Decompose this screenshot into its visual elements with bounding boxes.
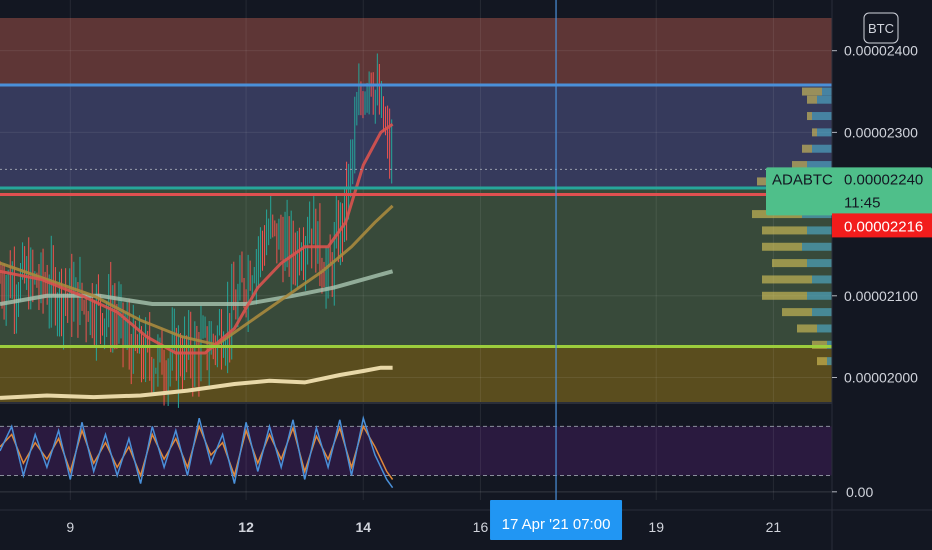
osc-y-tick-label-0: 0.00 — [846, 484, 873, 500]
y-tick-label-3: 0.00002000 — [844, 369, 918, 385]
volume-profile-buy-4 — [802, 144, 812, 153]
volume-profile-sell-1 — [817, 95, 832, 104]
volume-profile-buy-5 — [792, 161, 807, 170]
quote-currency-label: BTC — [868, 21, 894, 36]
x-tick-label-4: 19 — [648, 519, 664, 535]
last-price-tag — [766, 167, 932, 216]
volume-profile-sell-3 — [817, 128, 832, 137]
volume-profile-sell-12 — [812, 275, 832, 284]
volume-profile-sell-4 — [812, 144, 832, 153]
volume-profile-sell-13 — [807, 291, 832, 300]
volume-profile-buy-17 — [817, 357, 827, 366]
volume-profile-sell-2 — [812, 112, 832, 121]
volume-profile-buy-11 — [772, 259, 807, 268]
volume-profile-sell-17 — [827, 357, 832, 366]
volume-profile-buy-1 — [807, 95, 817, 104]
y-tick-label-1: 0.00002300 — [844, 124, 918, 140]
countdown-label: 11:45 — [844, 194, 880, 211]
last-price-label: 0.00002240 — [844, 171, 923, 188]
volume-profile-buy-15 — [797, 324, 817, 333]
x-tick-label-3: 16 — [473, 519, 489, 535]
ma-slow-line — [0, 269, 394, 306]
x-tick-label-0: 9 — [66, 519, 74, 535]
price-zone-0 — [0, 18, 832, 85]
volume-profile-sell-9 — [807, 226, 832, 235]
price-zone-3 — [0, 346, 832, 402]
volume-profile-sell-10 — [802, 242, 832, 251]
price-axis-background — [832, 0, 932, 550]
volume-profile-sell-11 — [807, 259, 832, 268]
volume-profile-sell-0 — [822, 87, 832, 96]
alert-price-tag — [832, 213, 932, 238]
volume-profile-buy-12 — [762, 275, 812, 284]
x-tick-label-1: 12 — [238, 519, 254, 535]
x-tick-label-5: 21 — [766, 519, 782, 535]
volume-profile-buy-13 — [762, 291, 807, 300]
oscillator-band — [0, 426, 832, 476]
y-tick-label-2: 0.00002100 — [844, 288, 918, 304]
y-tick-label-0: 0.00002400 — [844, 43, 918, 59]
volume-profile-buy-2 — [807, 112, 812, 121]
volume-profile-buy-14 — [782, 308, 812, 317]
ma-mid-line — [0, 204, 394, 347]
volume-profile-buy-0 — [802, 87, 822, 96]
ma-low-line — [0, 365, 393, 400]
crosshair-date-label-bg — [490, 500, 623, 540]
volume-profile-buy-16 — [812, 340, 827, 349]
quote-currency-badge — [863, 12, 899, 44]
crosshair-date-label: 17 Apr '21 07:00 — [502, 516, 611, 533]
volume-profile-sell-14 — [812, 308, 832, 317]
x-tick-label-2: 14 — [355, 519, 371, 535]
volume-profile-sell-16 — [827, 340, 832, 349]
volume-profile-buy-3 — [812, 128, 817, 137]
volume-profile-sell-5 — [807, 161, 832, 170]
symbol-label: ADABTC — [772, 171, 833, 188]
price-zone-1 — [0, 84, 832, 188]
oscillator-k-line — [0, 415, 394, 489]
volume-profile-buy-9 — [762, 226, 807, 235]
volume-profile-sell-15 — [817, 324, 832, 333]
volume-profile-buy-10 — [762, 242, 802, 251]
alert-price-label: 0.00002216 — [844, 218, 923, 235]
